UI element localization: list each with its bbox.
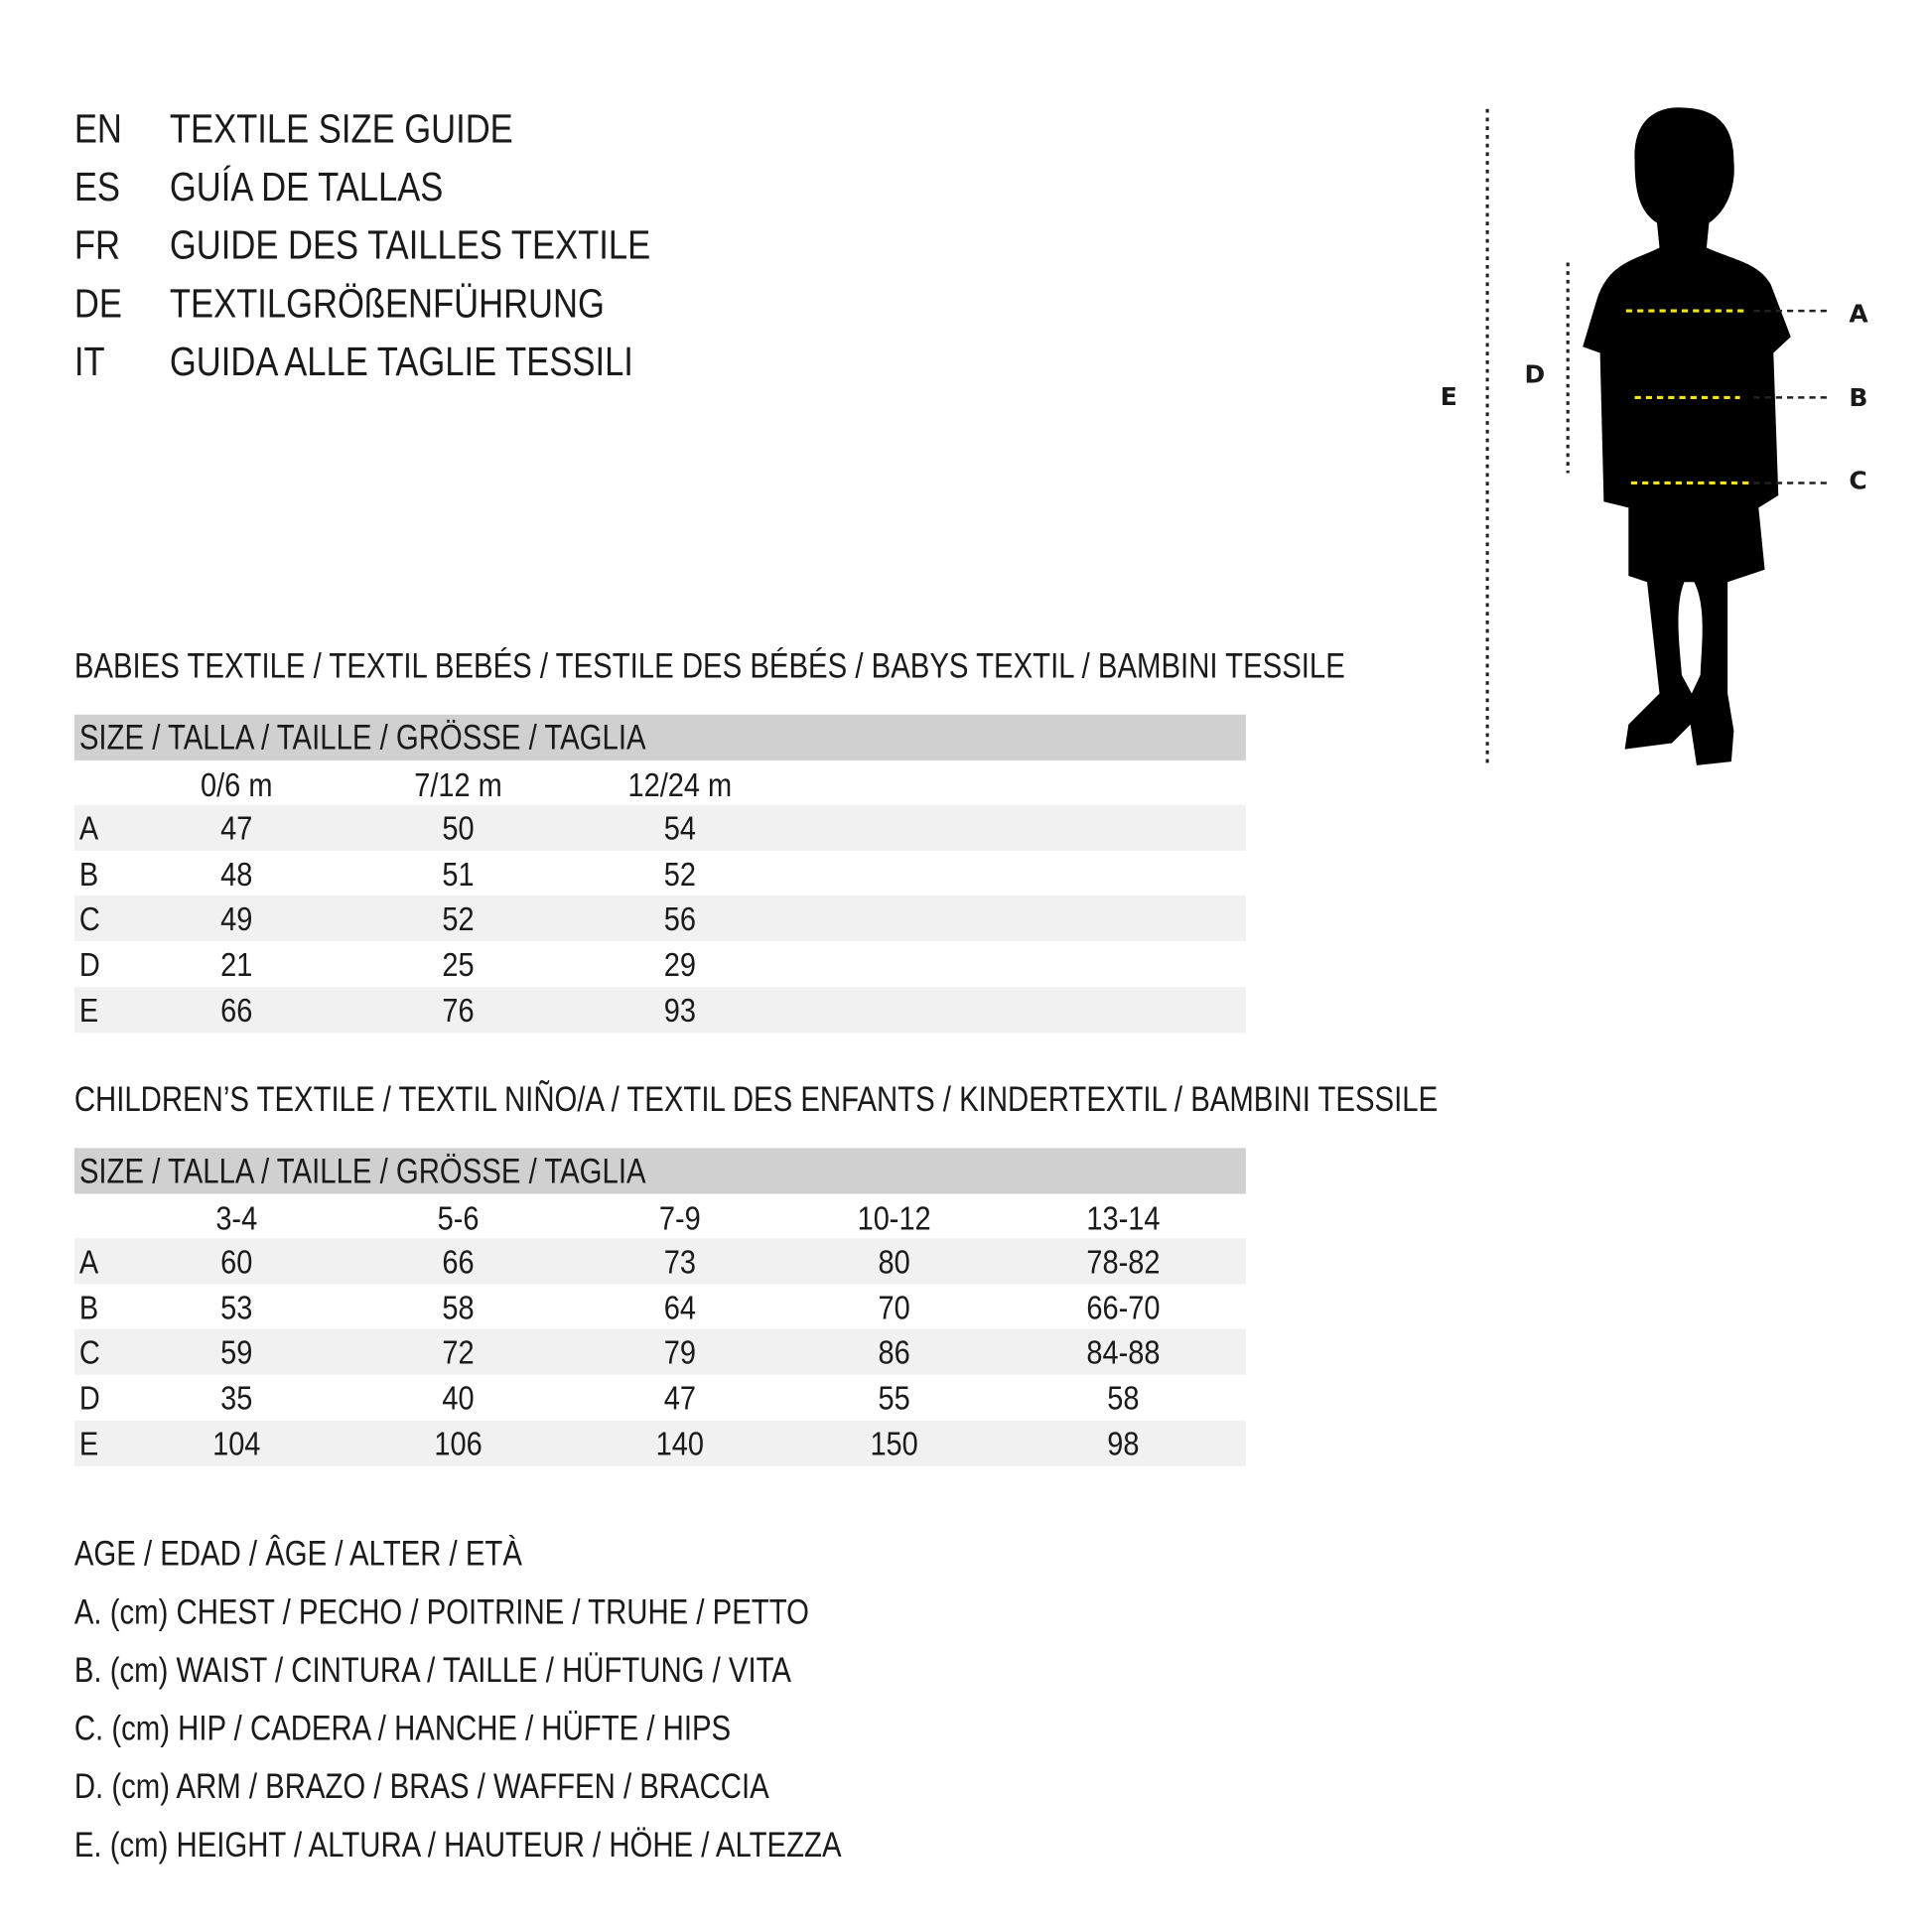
table-cell: 49 [220,900,253,938]
language-code: DE [73,279,122,327]
table-row-stripe [73,986,1246,1034]
table-cell: 78-82 [1086,1243,1161,1281]
row-label: A [78,1243,99,1281]
row-label: D [78,1379,100,1418]
column-header: 13-14 [1086,1199,1161,1238]
legend-line: C. (cm) HIP / CADERA / HANCHE / HÜFTE / … [73,1709,732,1748]
size-header-band [73,714,1246,760]
column-header: 10-12 [857,1199,931,1238]
size-header-band [73,1148,1246,1194]
label-d: D [1525,359,1546,388]
table-cell: 53 [220,1289,253,1326]
legend-line: B. (cm) WAIST / CINTURA / TAILLE / HÜFTU… [73,1650,791,1690]
table-cell: 79 [663,1333,696,1372]
table-cell: 50 [442,809,475,848]
table-cell: 64 [663,1289,696,1326]
row-label: E [78,1425,99,1462]
table-cell: 104 [212,1425,261,1462]
table-cell: 48 [220,855,253,893]
table-cell: 86 [878,1333,910,1372]
column-header: 7/12 m [414,766,502,804]
label-a: A [1849,299,1868,328]
table-cell: 84-88 [1086,1333,1161,1372]
child-silhouette [1583,107,1791,765]
row-label: C [78,1333,100,1372]
table-cell: 66-70 [1086,1289,1161,1326]
guide-title: GUIDA ALLE TAGLIE TESSILI [169,338,633,384]
table-cell: 73 [663,1243,696,1281]
column-header: 0/6 m [201,766,273,804]
table-cell: 98 [1107,1425,1140,1462]
table-cell: 60 [220,1243,253,1281]
table-cell: 72 [442,1333,475,1372]
table-cell: 80 [878,1243,910,1281]
row-label: B [78,1289,99,1326]
table-row-stripe [73,1328,1246,1376]
column-header: 5-6 [437,1199,480,1238]
table-cell: 52 [442,900,475,938]
table-cell: 93 [663,991,696,1030]
language-code: EN [73,105,122,152]
leg-gap [1678,582,1703,694]
legend-line: AGE / EDAD / ÂGE / ALTER / ETÀ [73,1534,522,1574]
language-code: IT [73,338,105,384]
section-heading: CHILDREN’S TEXTILE / TEXTIL NIÑO/A / TEX… [73,1079,1439,1119]
table-cell: 47 [663,1379,696,1418]
table-cell: 29 [663,946,696,984]
label-e: E [1441,382,1457,411]
language-code: FR [73,221,120,268]
table-row-stripe [73,1238,1246,1285]
table-cell: 25 [442,946,475,984]
guide-title: TEXTILGRÖßENFÜHRUNG [169,279,605,327]
row-label: C [78,900,100,938]
legend-line: A. (cm) CHEST / PECHO / POITRINE / TRUHE… [73,1592,809,1631]
column-header: 12/24 m [627,766,733,804]
table-row-stripe [73,896,1246,942]
column-header: 3-4 [215,1199,258,1238]
table-cell: 59 [220,1333,253,1372]
table-cell: 76 [442,991,475,1030]
table-cell: 55 [878,1379,910,1418]
guide-title: TEXTILE SIZE GUIDE [169,105,513,152]
table-cell: 56 [663,900,696,938]
table-cell: 35 [220,1379,253,1418]
table-cell: 70 [878,1289,910,1326]
table-cell: 140 [655,1425,704,1462]
legend-line: E. (cm) HEIGHT / ALTURA / HAUTEUR / HÖHE… [73,1825,842,1864]
table-cell: 47 [220,809,253,848]
table-cell: 51 [442,855,475,893]
row-label: B [78,855,99,893]
table-cell: 21 [220,946,253,984]
label-b: B [1849,383,1867,412]
language-code: ES [73,163,120,209]
legend-line: D. (cm) ARM / BRAZO / BRAS / WAFFEN / BR… [73,1767,769,1806]
label-c: C [1849,467,1866,495]
size-header-label: SIZE / TALLA / TAILLE / GRÖSSE / TAGLIA [78,718,646,758]
row-label: D [78,946,100,984]
table-row-stripe [73,1420,1246,1466]
row-label: E [78,991,99,1030]
guide-title: GUÍA DE TALLAS [169,163,444,209]
column-header: 7-9 [658,1199,701,1238]
guide-title: GUIDE DES TAILLES TEXTILE [169,221,651,268]
table-cell: 66 [442,1243,475,1281]
table-cell: 40 [442,1379,475,1418]
table-cell: 66 [220,991,253,1030]
table-row-stripe [73,804,1246,851]
table-cell: 54 [663,809,696,848]
size-header-label: SIZE / TALLA / TAILLE / GRÖSSE / TAGLIA [78,1152,646,1190]
table-cell: 150 [870,1425,918,1462]
table-cell: 106 [434,1425,483,1462]
table-cell: 52 [663,855,696,893]
table-cell: 58 [442,1289,475,1326]
section-heading: BABIES TEXTILE / TEXTIL BEBÉS / TESTILE … [73,646,1345,685]
table-cell: 58 [1107,1379,1140,1418]
row-label: A [78,809,99,848]
